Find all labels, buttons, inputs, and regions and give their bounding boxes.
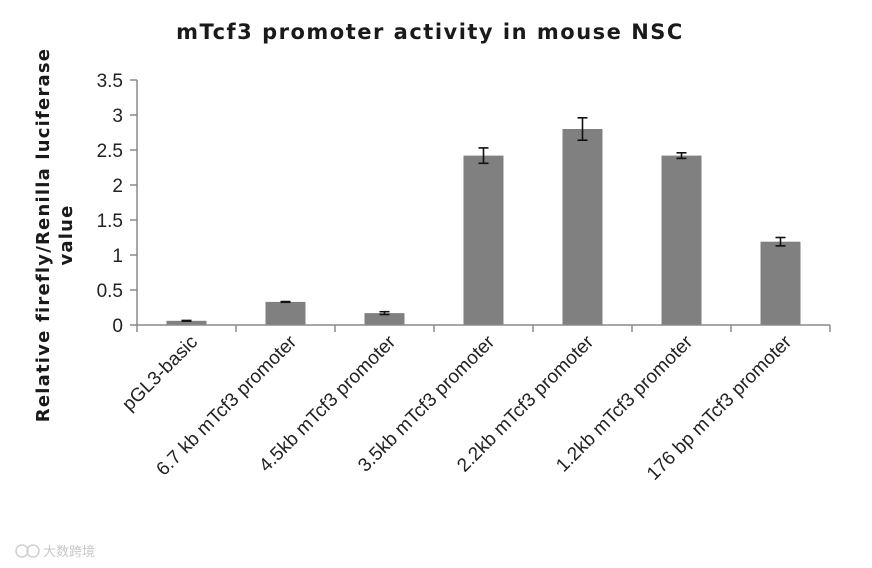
bars	[166, 129, 801, 325]
watermark: 大数跨境	[15, 544, 95, 560]
watermark-logo-icon-2	[26, 544, 40, 558]
y-axis-label-line-1: Relative firefly/Renilla luciferase	[33, 48, 54, 422]
y-axis-label-line-2: value	[56, 204, 77, 265]
bar	[265, 301, 306, 325]
y-tick-label: 3.5	[97, 71, 123, 92]
y-tick-label: 2	[112, 176, 123, 197]
y-tick-label: 1	[112, 246, 123, 267]
y-tick-label: 0.5	[97, 281, 123, 302]
watermark-text: 大数跨境	[43, 545, 95, 560]
y-tick-label: 2.5	[97, 141, 123, 162]
y-axis: 0 0.5 1 1.5 2 2.5 3 3.5	[97, 71, 138, 337]
x-axis	[136, 324, 831, 332]
error-bars	[181, 117, 786, 322]
bar	[166, 320, 207, 325]
bar	[760, 241, 801, 325]
x-tick-label: pGL3-basic	[118, 332, 202, 416]
watermark-logo-icon	[15, 544, 29, 558]
y-tick-label: 0	[112, 316, 123, 337]
chart-title: mTcf3 promoter activity in mouse NSC	[176, 20, 684, 44]
bar	[562, 129, 603, 325]
y-tick-label: 1.5	[97, 211, 123, 232]
bar	[661, 155, 702, 325]
bar	[463, 155, 504, 325]
y-tick-label: 3	[112, 106, 123, 127]
bar	[364, 313, 405, 325]
